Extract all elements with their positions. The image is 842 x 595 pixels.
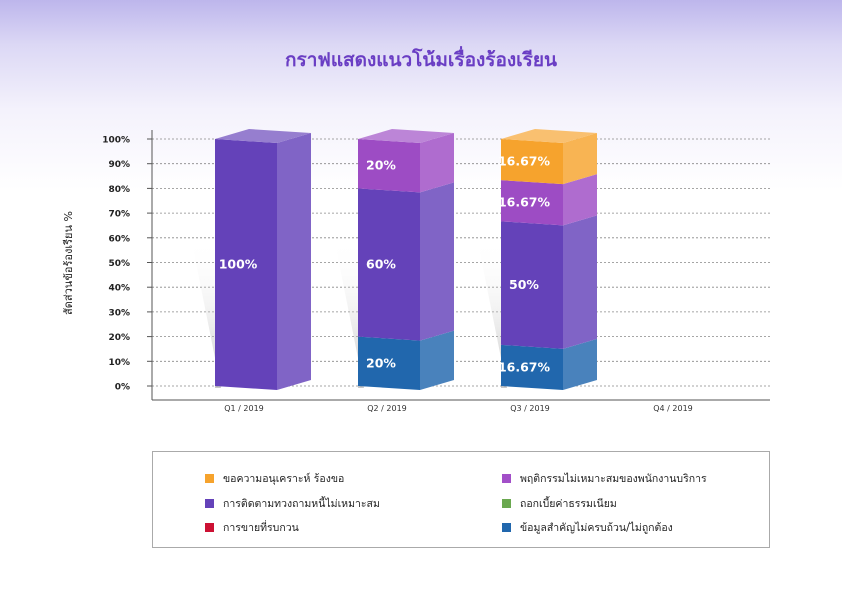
- bar-segment-front: [501, 180, 563, 226]
- bar-segment-front: [358, 188, 420, 341]
- legend-swatch-0: [205, 474, 214, 483]
- bar-segment-side: [277, 133, 311, 390]
- bar-segment-side: [420, 133, 454, 193]
- legend-item-2: การติดตามทวงถามหนี้ไม่เหมาะสม: [205, 495, 380, 512]
- legend-swatch-2: [205, 499, 214, 508]
- bar-segment-side: [420, 330, 454, 390]
- y-tick-label: 60%: [108, 234, 130, 244]
- bar-data-label: 100%: [219, 257, 258, 272]
- bar-segment-side: [420, 182, 454, 341]
- legend-item-5: ข้อมูลสำคัญไม่ครบถ้วน/ไม่ถูกต้อง: [502, 519, 673, 536]
- y-tick-label: 0%: [115, 383, 130, 393]
- bar-segment-side: [563, 338, 597, 390]
- legend-swatch-3: [502, 499, 511, 508]
- bar-data-label: 60%: [366, 257, 396, 272]
- bar-top-face: [215, 129, 311, 143]
- y-tick-label: 100%: [102, 136, 130, 146]
- x-tick-label: Q2 / 2019: [367, 404, 407, 413]
- legend-label-1: พฤติกรรมไม่เหมาะสมของพนักงานบริการ: [520, 473, 707, 485]
- legend-item-3: ถอกเบี้ยค่าธรรมเนียม: [502, 495, 617, 512]
- bar-segment-front: [358, 139, 420, 193]
- y-tick-label: 70%: [108, 210, 130, 220]
- bar-top-face: [358, 129, 454, 143]
- legend-item-1: พฤติกรรมไม่เหมาะสมของพนักงานบริการ: [502, 470, 707, 487]
- legend-label-4: การขายที่รบกวน: [223, 522, 299, 534]
- bar-data-label: 16.67%: [498, 359, 551, 374]
- legend-item-0: ขอความอนุเคราะห์ ร้องขอ: [205, 470, 344, 487]
- bar-segment-front: [358, 336, 420, 390]
- legend-swatch-4: [205, 523, 214, 532]
- bar-top-face: [501, 128, 597, 143]
- legend-item-4: การขายที่รบกวน: [205, 519, 299, 536]
- y-tick-label: 40%: [108, 284, 130, 294]
- bar-data-label: 16.67%: [498, 195, 551, 210]
- y-tick-label: 90%: [108, 160, 130, 170]
- legend-swatch-1: [502, 474, 511, 483]
- legend-label-5: ข้อมูลสำคัญไม่ครบถ้วน/ไม่ถูกต้อง: [520, 522, 673, 534]
- bar-segment-side: [563, 215, 597, 349]
- x-tick-label: Q4 / 2019: [653, 404, 693, 413]
- bar-shadow: [191, 237, 221, 388]
- bar-data-label: 16.67%: [498, 154, 551, 169]
- bar-shadow: [334, 237, 364, 388]
- stacked-bar-chart: 0% 10% 20% 30% 40% 50% 60% 70% 80% 90% 100% สัดส่วน…: [62, 128, 770, 413]
- bar-segment-side: [563, 174, 597, 226]
- bar-data-label: 20%: [366, 158, 396, 173]
- x-tick-label: Q1 / 2019: [224, 404, 264, 413]
- bar-segment-front: [501, 138, 563, 185]
- bar-shadow: [477, 237, 507, 388]
- bar-segment-front: [215, 139, 277, 390]
- y-tick-label: 50%: [108, 259, 130, 269]
- bar-data-label: 50%: [509, 277, 539, 292]
- chart-legend: ขอความอนุเคราะห์ ร้องขอ พฤติกรรมไม่เหมาะ…: [152, 451, 770, 548]
- bar-segment-side: [563, 132, 597, 185]
- legend-label-0: ขอความอนุเคราะห์ ร้องขอ: [223, 473, 345, 485]
- y-tick-label: 20%: [108, 333, 130, 343]
- legend-label-3: ถอกเบี้ยค่าธรรมเนียม: [520, 498, 617, 510]
- bar-segment-front: [501, 221, 563, 349]
- x-tick-label: Q3 / 2019: [510, 404, 550, 413]
- y-tick-label: 30%: [108, 308, 130, 318]
- y-tick-label: 80%: [108, 185, 130, 195]
- y-tick-label: 10%: [108, 358, 130, 368]
- bar-segment-front: [501, 344, 563, 390]
- legend-swatch-5: [502, 523, 511, 532]
- y-axis-title: สัดส่วนข้อร้องเรียน %: [62, 211, 75, 315]
- bar-data-label: 20%: [366, 355, 396, 370]
- chart-title: กราฟแสดงแนวโน้มเรื่องร้องเรียน: [284, 49, 557, 71]
- legend-label-2: การติดตามทวงถามหนี้ไม่เหมาะสม: [223, 498, 380, 510]
